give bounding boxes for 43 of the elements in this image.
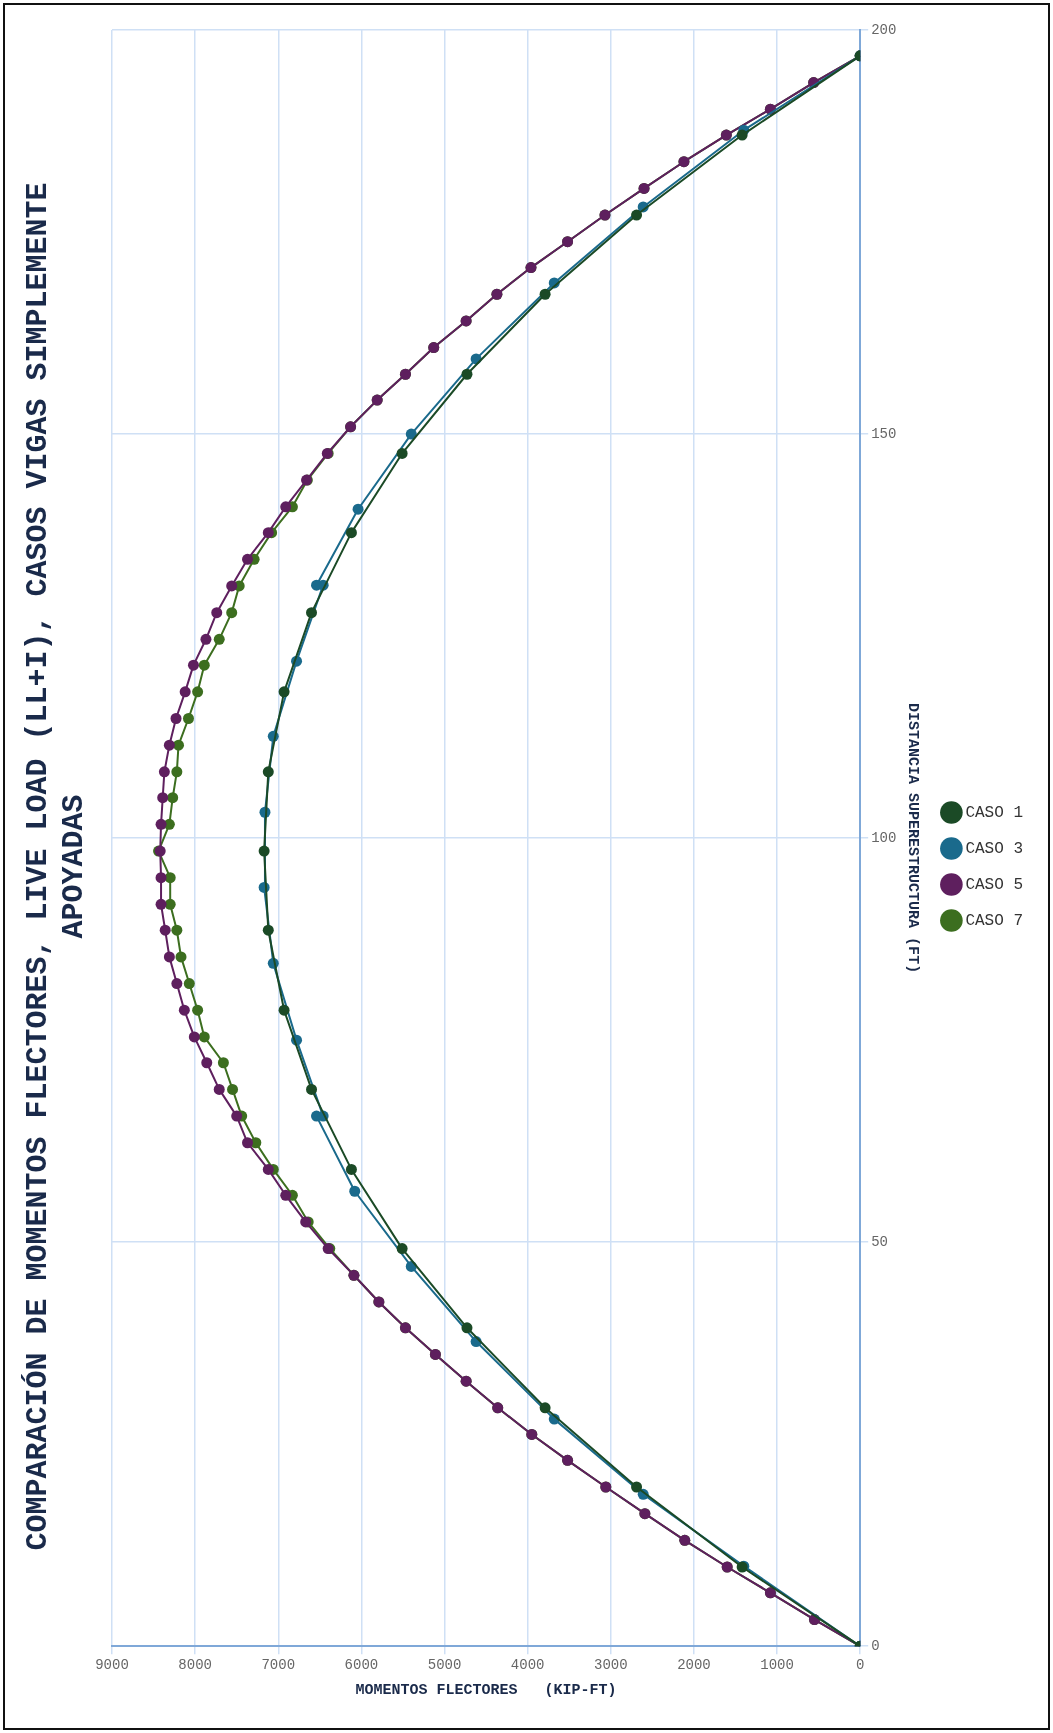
point xyxy=(278,686,290,698)
y-tick-label: 100 xyxy=(871,829,897,846)
y-axis-title: DISTANCIA SUPERESTRUCTURA (FT) xyxy=(903,703,921,974)
point xyxy=(631,209,643,221)
x-tick-label: 9000 xyxy=(95,1657,129,1674)
point xyxy=(461,1322,473,1334)
point xyxy=(345,527,357,539)
point xyxy=(461,368,473,380)
y-tick-label: 0 xyxy=(871,1637,880,1654)
x-tick-label: 6000 xyxy=(344,1657,379,1674)
point xyxy=(345,1163,357,1175)
y-tick-label: 200 xyxy=(871,21,897,38)
legend-label: CASO 7 xyxy=(965,911,1023,930)
point xyxy=(736,129,748,141)
point xyxy=(539,288,551,300)
x-tick-label: 2000 xyxy=(677,1657,711,1674)
legend-label: CASO 3 xyxy=(965,839,1023,858)
x-tick-label: 3000 xyxy=(593,1657,628,1674)
point xyxy=(278,1004,290,1016)
point xyxy=(262,766,274,778)
point xyxy=(262,924,274,936)
point xyxy=(306,607,318,619)
text: COMPARACIÓN DE MOMENTOS FLECTORES, LIVE LOAD (LL+I), CASOS VIGAS SIMPLEMENTE APOYADAS xyxy=(20,182,91,1551)
legend-label: CASO 1 xyxy=(965,803,1023,822)
point xyxy=(306,1083,318,1095)
point xyxy=(258,845,270,857)
point xyxy=(396,447,408,459)
point xyxy=(349,1185,361,1197)
x-tick-label: 8000 xyxy=(178,1657,212,1674)
point xyxy=(405,428,417,440)
point xyxy=(352,503,364,515)
y-tick-label: 150 xyxy=(871,425,897,442)
x-tick-label: 0 xyxy=(855,1657,865,1674)
x-tick-label: 5000 xyxy=(427,1657,462,1674)
x-tick-label: 1000 xyxy=(760,1657,794,1674)
point xyxy=(631,1481,643,1493)
y-tick-label: 50 xyxy=(871,1233,888,1250)
x-tick-label: 4000 xyxy=(510,1657,545,1674)
legend-label: CASO 5 xyxy=(965,875,1023,894)
x-tick-label: 7000 xyxy=(261,1657,296,1674)
x-axis-title: MOMENTOS FLECTORES (KIP-FT) xyxy=(355,1681,617,1699)
point xyxy=(539,1402,551,1414)
point xyxy=(396,1243,408,1255)
